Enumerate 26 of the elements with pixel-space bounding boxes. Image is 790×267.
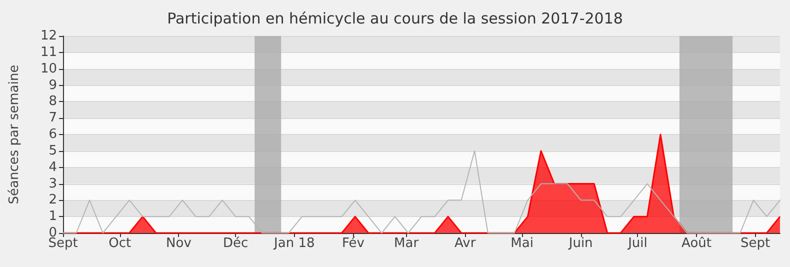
x-tick-label: Juil <box>627 236 648 251</box>
x-tick-label: Août <box>682 236 712 251</box>
chart-title: Participation en hémicycle au cours de la session 2017-2018 <box>167 10 623 28</box>
y-axis-title: Séances par semaine <box>7 64 22 204</box>
x-tick-label: Nov <box>166 236 192 251</box>
y-tick-label: 2 <box>48 192 57 208</box>
y-tick-label: 11 <box>40 44 57 60</box>
x-tick-label: Oct <box>108 236 132 251</box>
x-tick-label: Mar <box>394 236 420 251</box>
y-tick-label: 3 <box>48 176 57 192</box>
x-tick-label: Jan 18 <box>273 236 315 251</box>
y-tick-label: 4 <box>48 160 57 175</box>
x-tick-label: Sept <box>740 236 770 251</box>
x-tick-label: Mai <box>510 236 534 251</box>
y-tick-label: 8 <box>48 94 57 110</box>
y-tick-label: 7 <box>48 110 57 126</box>
y-tick-label: 6 <box>48 127 57 142</box>
x-tick-label: Déc <box>223 236 248 251</box>
x-tick-label: Juin <box>568 236 593 251</box>
y-tick-label: 1 <box>48 209 57 224</box>
x-tick-label: Fév <box>342 236 365 251</box>
y-tick-label: 5 <box>48 143 57 158</box>
x-tick-label: Avr <box>454 236 476 251</box>
y-tick-label: 9 <box>48 78 57 93</box>
y-tick-label: 10 <box>40 61 57 76</box>
y-tick-label: 12 <box>40 28 57 44</box>
